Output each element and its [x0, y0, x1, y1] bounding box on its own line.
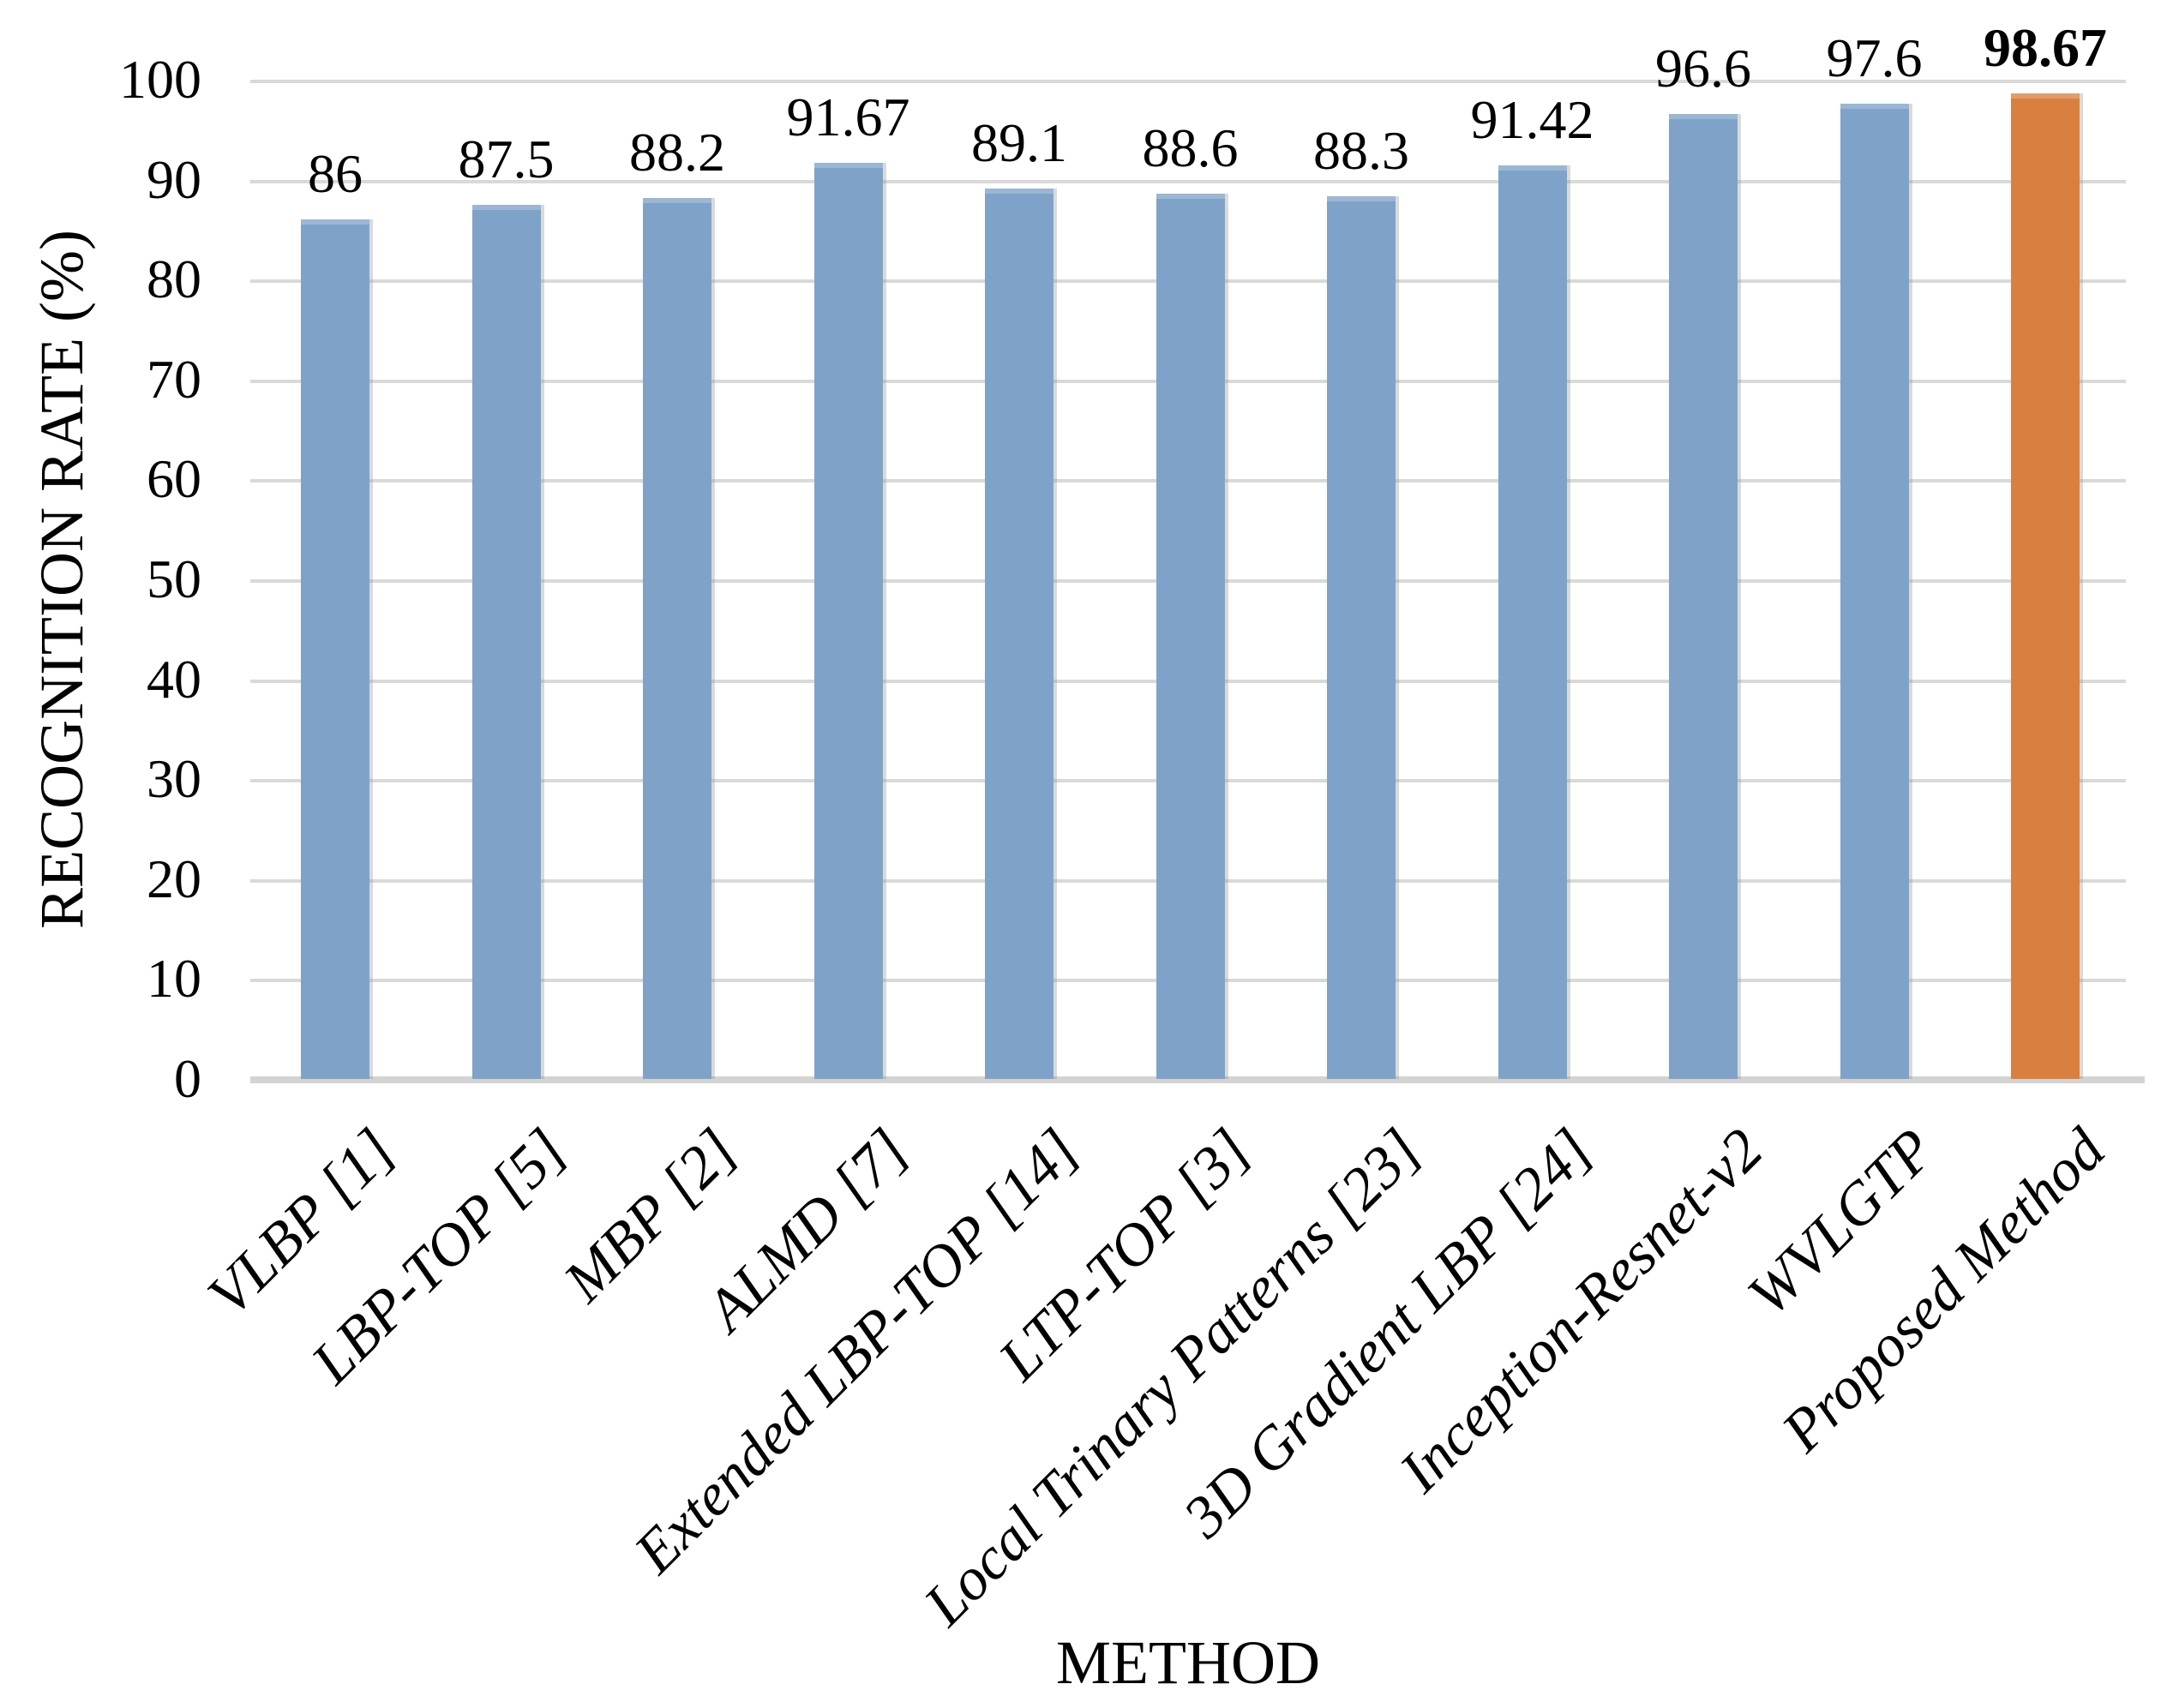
- y-tick-label-60: 60: [147, 448, 201, 510]
- value-label-0: 86: [308, 143, 363, 205]
- bar-4: [985, 189, 1053, 1079]
- bar-3: [813, 163, 883, 1079]
- x-tick-label-10: Proposed Method: [1769, 1117, 2118, 1465]
- value-label-8: 96.6: [1655, 37, 1751, 99]
- y-tick-label-40: 40: [147, 648, 201, 710]
- bar-6: [1327, 196, 1396, 1079]
- x-axis-title: METHOD: [1056, 1628, 1320, 1697]
- gridline-90: [250, 179, 2126, 183]
- value-label-1: 87.5: [458, 128, 555, 189]
- y-tick-label-0: 0: [174, 1048, 201, 1109]
- y-tick-label-90: 90: [147, 148, 201, 210]
- value-label-3: 91.67: [786, 87, 910, 148]
- x-axis-line: [250, 1076, 2145, 1083]
- y-tick-label-20: 20: [147, 848, 201, 909]
- y-tick-label-70: 70: [147, 348, 201, 410]
- value-label-7: 91.42: [1470, 89, 1594, 151]
- value-label-5: 88.6: [1142, 117, 1239, 178]
- gridline-100: [250, 80, 2126, 83]
- value-label-6: 88.3: [1313, 120, 1409, 182]
- y-axis-title: RECOGNITION RATE (%): [27, 230, 96, 929]
- y-tick-label-50: 50: [147, 548, 201, 609]
- y-tick-label-10: 10: [147, 948, 201, 1010]
- y-tick-label-30: 30: [147, 748, 201, 810]
- bar-5: [1156, 193, 1225, 1079]
- value-label-9: 97.6: [1826, 27, 1923, 88]
- value-label-4: 89.1: [971, 112, 1067, 174]
- bar-2: [643, 197, 711, 1079]
- bar-0: [301, 219, 369, 1079]
- bar-8: [1669, 113, 1738, 1079]
- bar-9: [1840, 103, 1909, 1079]
- value-label-2: 88.2: [629, 121, 725, 183]
- value-label-10: 98.67: [1984, 16, 2107, 78]
- y-tick-label-100: 100: [119, 49, 201, 110]
- y-tick-label-80: 80: [147, 249, 201, 310]
- bar-7: [1498, 165, 1567, 1079]
- bar-1: [471, 204, 541, 1079]
- bar-proposed-method: [2011, 93, 2080, 1079]
